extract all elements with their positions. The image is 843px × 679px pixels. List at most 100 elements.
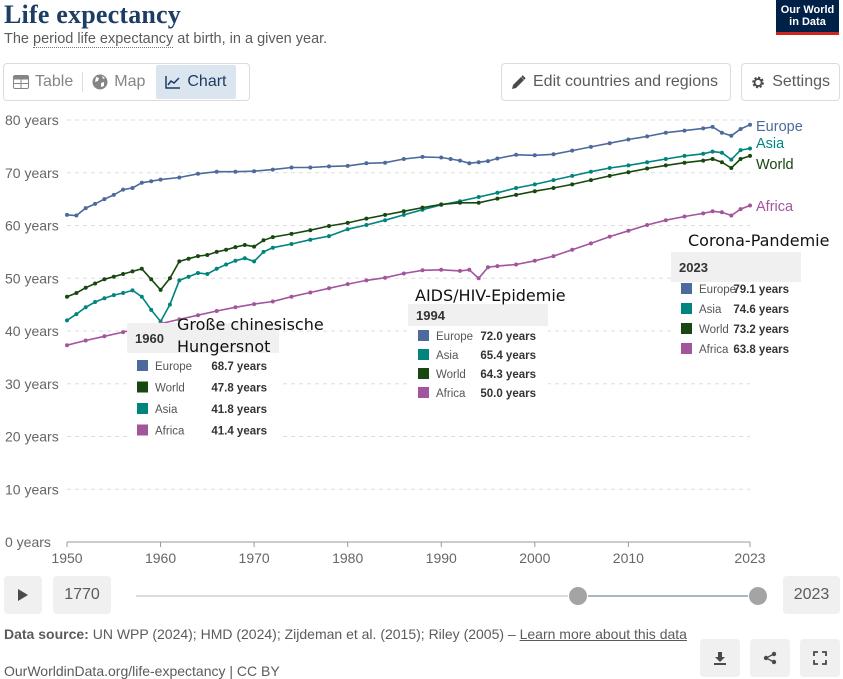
series-point-africa <box>196 313 200 318</box>
series-point-asia <box>729 157 734 162</box>
y-tick-label: 0 years <box>5 534 51 550</box>
y-tick-label: 30 years <box>5 376 59 392</box>
tab-chart[interactable]: Chart <box>156 65 236 99</box>
series-point-europe <box>476 160 481 165</box>
tooltip-value: 64.3 years <box>480 369 536 381</box>
series-point-africa <box>233 305 238 310</box>
series-point-world <box>345 220 350 225</box>
series-point-europe <box>214 169 219 174</box>
timeline: 1770 2023 <box>0 576 843 616</box>
series-point-asia <box>252 259 257 264</box>
series-point-world <box>682 160 687 165</box>
learn-more-link[interactable]: Learn more about this data <box>519 626 687 642</box>
life-expectancy-chart: 0 years 10 years 20 years 30 years 40 years 5… <box>5 112 829 566</box>
tooltip-swatch <box>137 381 148 393</box>
series-point-world <box>420 205 425 210</box>
share-button[interactable] <box>750 639 790 677</box>
series-end-label-europe: Europe <box>756 119 803 135</box>
series-point-europe <box>495 156 500 161</box>
series-point-europe <box>551 152 556 157</box>
timeline-end-year[interactable]: 2023 <box>783 576 840 614</box>
series-point-asia <box>738 148 743 153</box>
citation[interactable]: OurWorldinData.org/life-expectancy | CC … <box>4 663 280 679</box>
gear-icon <box>752 76 764 88</box>
series-point-africa <box>682 214 687 219</box>
subtitle-definition-link[interactable]: period life expectancy <box>33 31 174 48</box>
series-point-africa <box>710 209 715 214</box>
series-point-asia <box>710 149 715 154</box>
series-point-asia <box>261 249 266 254</box>
fullscreen-icon <box>813 651 827 665</box>
series-point-europe <box>401 157 406 161</box>
series-point-asia <box>121 291 126 295</box>
owid-logo[interactable]: Our World in Data <box>776 0 839 35</box>
series-point-asia <box>663 157 668 161</box>
series-point-europe <box>177 175 182 180</box>
tooltip-series-name: Asia <box>436 350 459 362</box>
timeline-end-handle[interactable] <box>748 586 768 606</box>
series-point-africa <box>532 258 537 263</box>
series-point-world <box>383 212 388 217</box>
series-point-asia <box>532 182 537 187</box>
series-line-africa <box>66 204 751 346</box>
series-point-asia <box>476 195 481 199</box>
fullscreen-button[interactable] <box>800 639 840 677</box>
series-point-world <box>308 228 313 233</box>
tab-map[interactable]: Map <box>83 64 154 100</box>
series-point-world <box>186 256 191 261</box>
series-point-europe <box>532 153 537 158</box>
tab-table[interactable]: Table <box>4 64 82 100</box>
series-point-world <box>710 157 715 161</box>
timeline-selected-range <box>578 595 758 597</box>
annotation-caption: Große chinesische <box>177 315 324 334</box>
series-point-world <box>233 245 238 250</box>
edit-countries-button[interactable]: Edit countries and regions <box>501 63 731 101</box>
series-point-europe <box>701 126 706 131</box>
series-point-africa <box>65 343 69 348</box>
timeline-start-year[interactable]: 1770 <box>53 576 111 614</box>
series-point-europe <box>149 179 154 184</box>
timeline-start-handle[interactable] <box>568 586 588 606</box>
series-point-world <box>495 196 500 201</box>
series-point-europe <box>158 177 163 182</box>
series-point-europe <box>467 161 472 166</box>
tooltip-series-name: World <box>436 369 466 381</box>
tab-map-label: Map <box>114 73 146 90</box>
tooltip-series-name: Africa <box>155 426 185 438</box>
series-point-europe <box>102 197 107 202</box>
series-point-asia <box>570 173 575 178</box>
tooltip-swatch <box>137 360 148 371</box>
tooltip-value: 79.1 years <box>733 284 789 296</box>
page-title: Life expectancy <box>4 0 182 29</box>
view-tabs: Table Map Chart <box>3 63 250 101</box>
tooltip-year: 2023 <box>679 260 708 275</box>
logo-line-1: Our World <box>780 4 835 16</box>
series-point-world <box>149 277 154 282</box>
logo-line-2: in Data <box>789 16 826 28</box>
play-button[interactable] <box>4 576 42 614</box>
series-point-europe <box>196 171 200 176</box>
series-line-asia <box>66 147 751 323</box>
series-point-asia <box>83 305 88 310</box>
series-point-europe <box>93 201 98 206</box>
share-icon <box>763 651 777 665</box>
tooltip-year: 1960 <box>135 331 164 346</box>
timeline-track[interactable] <box>136 595 758 597</box>
settings-button[interactable]: Settings <box>741 63 840 101</box>
series-point-asia <box>748 146 752 151</box>
series-point-africa <box>476 276 481 281</box>
series-point-africa <box>748 203 752 208</box>
series-point-world <box>205 253 210 257</box>
series-point-europe <box>345 163 350 168</box>
series-point-africa <box>719 210 724 215</box>
download-button[interactable] <box>700 639 740 677</box>
source-text: UN WPP (2024); HMD (2024); Zijdeman et a… <box>88 626 520 642</box>
series-point-asia <box>345 227 350 232</box>
tooltip-value: 63.8 years <box>733 344 789 356</box>
series-point-africa <box>83 338 88 343</box>
series-end-label-asia: Asia <box>756 136 785 152</box>
tooltip-1960: 1960 Europe 68.7 years World 47.8 years Asia 4… <box>127 323 279 460</box>
series-point-asia <box>719 150 724 155</box>
series-point-europe <box>588 144 593 149</box>
x-tick-label: 2000 <box>519 550 550 566</box>
